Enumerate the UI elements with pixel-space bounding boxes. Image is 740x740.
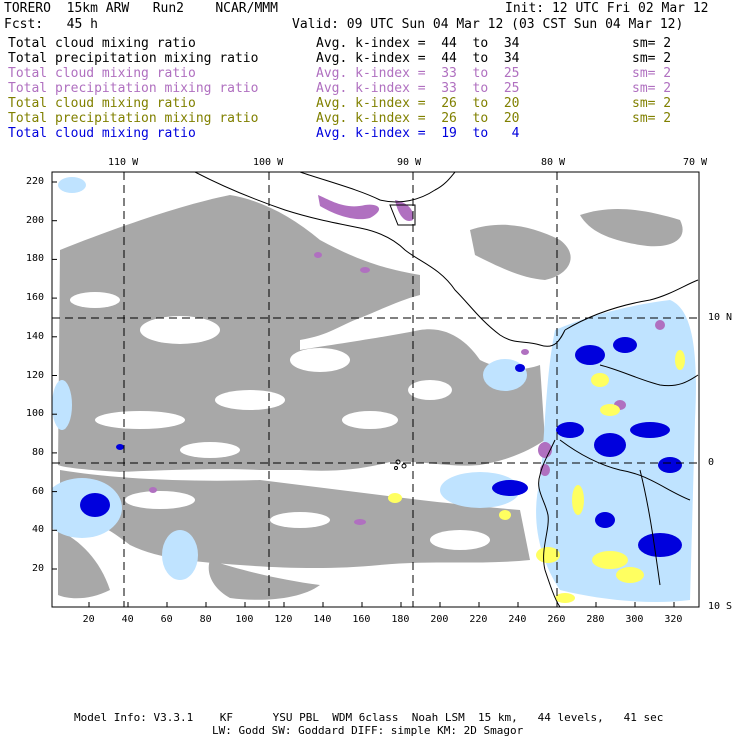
y-grid-label: 200 bbox=[26, 214, 45, 226]
y-grid-label: 100 bbox=[26, 408, 45, 420]
axis-ticks bbox=[52, 181, 675, 607]
y-grid-label: 20 bbox=[32, 563, 45, 574]
longitude-label: 80 W bbox=[541, 157, 566, 168]
y-grid-label: 80 bbox=[32, 446, 45, 458]
x-grid-label: 280 bbox=[586, 614, 605, 625]
init-time: Init: 12 UTC Fri 02 Mar 12 bbox=[505, 1, 709, 16]
legend-range: Avg. k-index = 44 to 34 bbox=[316, 36, 520, 51]
legend-label: Total cloud mixing ratio bbox=[8, 126, 196, 141]
model-info: Model Info: V3.3.1 KF YSU PBL WDM 6class… bbox=[74, 711, 664, 724]
legend-smoothing: sm= 2 bbox=[632, 111, 672, 126]
legend-range: Avg. k-index = 44 to 34 bbox=[316, 51, 520, 66]
x-grid-label: 180 bbox=[391, 614, 410, 625]
longitude-label: 100 W bbox=[253, 157, 284, 168]
model-title: TORERO 15km ARW Run2 NCAR/MMM bbox=[4, 1, 278, 16]
longitude-label: 90 W bbox=[397, 157, 422, 168]
x-grid-label: 200 bbox=[430, 614, 449, 625]
legend-label: Total cloud mixing ratio bbox=[8, 66, 196, 81]
cloud-field-blue bbox=[80, 337, 682, 557]
legend-smoothing: sm= 2 bbox=[632, 96, 672, 111]
legend-range: Avg. k-index = 26 to 20 bbox=[316, 111, 520, 126]
legend-smoothing: sm= 2 bbox=[632, 51, 672, 66]
galapagos-islands bbox=[394, 459, 407, 470]
legend-range: Avg. k-index = 33 to 25 bbox=[316, 66, 520, 81]
plot-frame bbox=[51, 171, 700, 608]
longitude-label: 70 W bbox=[683, 157, 708, 168]
x-grid-label: 80 bbox=[199, 614, 212, 625]
legend-smoothing: sm= 2 bbox=[632, 36, 672, 51]
legend-label: Total cloud mixing ratio bbox=[8, 96, 196, 111]
latitude-label: 0 bbox=[708, 457, 715, 468]
legend-smoothing: sm= 2 bbox=[632, 81, 672, 96]
valid-time: Valid: 09 UTC Sun 04 Mar 12 (03 CST Sun … bbox=[292, 17, 684, 32]
coastlines bbox=[194, 172, 699, 607]
x-grid-label: 100 bbox=[235, 614, 254, 625]
legend-label: Total precipitation mixing ratio bbox=[8, 81, 259, 96]
x-grid-label: 320 bbox=[664, 614, 683, 625]
y-grid-label: 40 bbox=[32, 524, 45, 536]
x-grid-label: 260 bbox=[547, 614, 566, 625]
legend-smoothing: sm= 2 bbox=[632, 66, 672, 81]
legend-range: Avg. k-index = 19 to 4 bbox=[316, 126, 520, 141]
y-grid-label: 160 bbox=[26, 292, 45, 304]
cloud-gaps bbox=[70, 292, 490, 550]
latitude-label: 10 S bbox=[708, 601, 733, 612]
x-grid-label: 240 bbox=[508, 614, 527, 625]
y-grid-label: 120 bbox=[26, 369, 45, 381]
legend-label: Total precipitation mixing ratio bbox=[8, 111, 259, 126]
x-grid-label: 140 bbox=[313, 614, 332, 625]
y-grid-label: 180 bbox=[26, 253, 45, 265]
x-grid-label: 120 bbox=[274, 614, 293, 625]
longitude-label: 110 W bbox=[108, 157, 139, 168]
legend-range: Avg. k-index = 33 to 25 bbox=[316, 81, 520, 96]
legend-label: Total cloud mixing ratio bbox=[8, 36, 196, 51]
x-grid-label: 60 bbox=[160, 614, 173, 625]
x-grid-label: 20 bbox=[82, 614, 95, 625]
y-grid-label: 140 bbox=[26, 330, 45, 342]
forecast-hour: Fcst: 45 h bbox=[4, 17, 98, 32]
physics-info: LW: Godd SW: Goddard DIFF: simple KM: 2D… bbox=[212, 724, 524, 737]
x-grid-label: 40 bbox=[121, 614, 134, 625]
lat-lon-grid bbox=[52, 172, 699, 607]
y-grid-label: 60 bbox=[32, 485, 45, 497]
x-grid-label: 220 bbox=[469, 614, 488, 625]
x-grid-label: 160 bbox=[352, 614, 371, 625]
y-grid-label: 220 bbox=[26, 176, 45, 187]
x-grid-label: 300 bbox=[625, 614, 644, 625]
cloud-field-yellow bbox=[388, 350, 685, 603]
legend-label: Total precipitation mixing ratio bbox=[8, 51, 259, 66]
legend-range: Avg. k-index = 26 to 20 bbox=[316, 96, 520, 111]
latitude-label: 10 N bbox=[708, 312, 733, 323]
